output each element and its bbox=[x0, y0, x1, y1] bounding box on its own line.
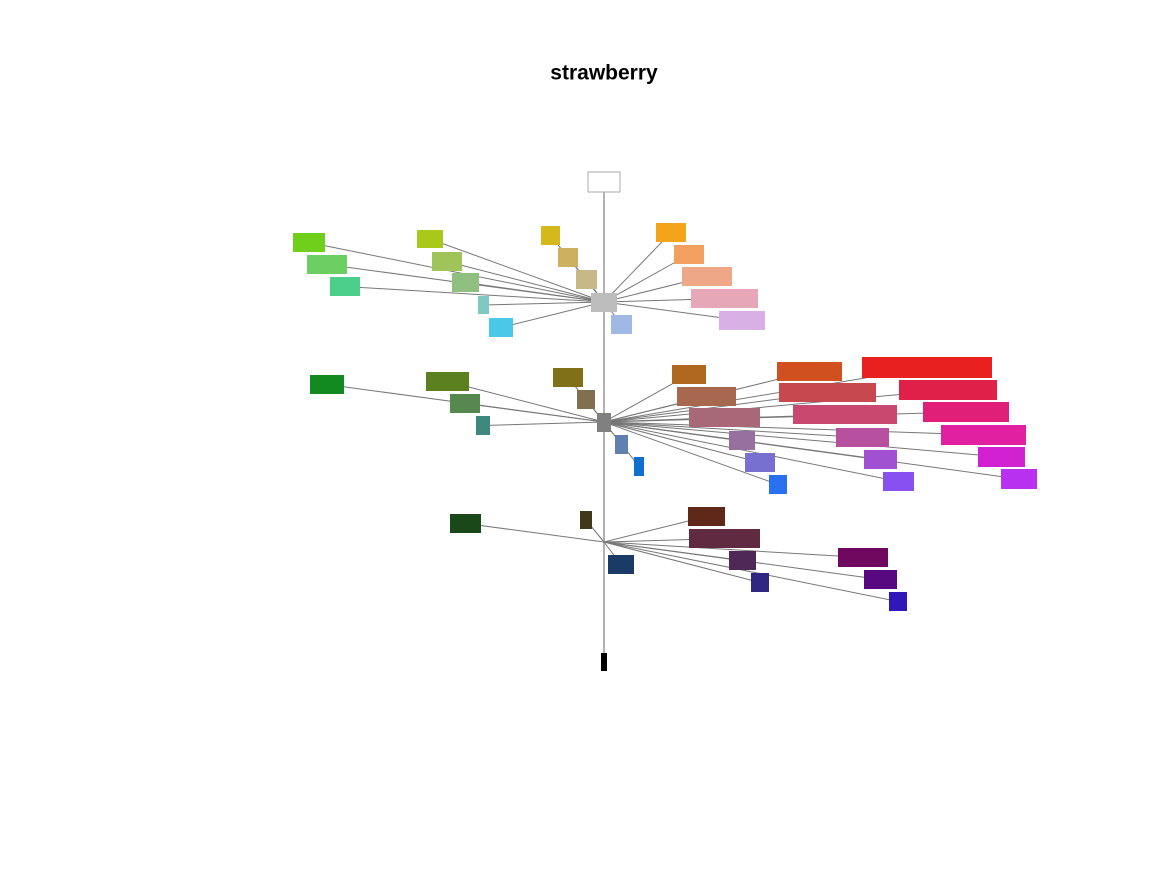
swatch bbox=[719, 311, 765, 330]
swatch bbox=[489, 318, 513, 337]
swatch bbox=[601, 653, 607, 671]
swatch bbox=[576, 270, 597, 289]
connector bbox=[603, 541, 864, 558]
swatch bbox=[450, 514, 481, 533]
swatch bbox=[691, 289, 758, 308]
swatch bbox=[476, 416, 490, 435]
swatch bbox=[558, 248, 578, 267]
swatch bbox=[677, 387, 736, 406]
swatch bbox=[883, 472, 914, 491]
swatch bbox=[779, 383, 876, 402]
swatch bbox=[688, 507, 725, 526]
group-top bbox=[293, 223, 765, 337]
swatch bbox=[307, 255, 347, 274]
swatch bbox=[426, 372, 469, 391]
swatch bbox=[899, 380, 997, 400]
connector bbox=[603, 232, 672, 303]
connector bbox=[603, 421, 863, 438]
connector bbox=[465, 523, 605, 543]
swatch bbox=[553, 368, 583, 387]
connector bbox=[308, 242, 605, 303]
swatch bbox=[478, 296, 489, 314]
connector bbox=[603, 421, 1002, 458]
connector bbox=[429, 238, 605, 303]
connector bbox=[464, 403, 605, 423]
swatch bbox=[672, 365, 706, 384]
connectors bbox=[308, 232, 1020, 602]
connector bbox=[603, 421, 899, 482]
swatch bbox=[923, 402, 1009, 422]
swatch bbox=[541, 226, 560, 245]
swatch bbox=[682, 267, 732, 286]
group-middle bbox=[310, 357, 1037, 494]
connector bbox=[482, 421, 605, 426]
swatch bbox=[597, 413, 611, 432]
swatch bbox=[838, 548, 888, 567]
connector bbox=[446, 261, 605, 303]
title: strawberry bbox=[550, 62, 658, 85]
swatch bbox=[864, 570, 897, 589]
swatch bbox=[634, 457, 644, 476]
swatch bbox=[941, 425, 1026, 445]
swatch bbox=[611, 315, 632, 334]
swatch bbox=[689, 408, 760, 427]
swatch bbox=[591, 293, 617, 312]
connector bbox=[344, 286, 605, 303]
swatch bbox=[674, 245, 704, 264]
swatch bbox=[310, 375, 344, 394]
swatch bbox=[580, 511, 592, 529]
connector bbox=[603, 411, 967, 423]
group-bottom bbox=[450, 507, 907, 611]
swatch bbox=[417, 230, 443, 248]
swatch bbox=[450, 394, 480, 413]
connector bbox=[465, 282, 605, 303]
swatch bbox=[978, 447, 1025, 467]
swatch bbox=[608, 555, 634, 574]
connector bbox=[603, 421, 779, 485]
swatch bbox=[864, 450, 897, 469]
swatch bbox=[836, 428, 889, 447]
swatch bbox=[587, 171, 621, 193]
swatches bbox=[293, 171, 1037, 671]
connector bbox=[603, 541, 761, 583]
swatch bbox=[729, 551, 756, 570]
swatch bbox=[615, 435, 628, 454]
connector bbox=[603, 541, 899, 602]
swatch bbox=[729, 431, 755, 450]
swatch bbox=[432, 252, 462, 271]
swatch bbox=[330, 277, 360, 296]
connector bbox=[603, 421, 1020, 480]
swatch bbox=[777, 362, 842, 381]
swatch bbox=[293, 233, 325, 252]
swatch bbox=[769, 475, 787, 494]
swatch bbox=[656, 223, 686, 242]
connector bbox=[603, 389, 949, 423]
connector bbox=[500, 301, 605, 328]
connector bbox=[483, 301, 605, 306]
connector bbox=[603, 421, 984, 436]
swatch bbox=[862, 357, 992, 378]
swatch bbox=[889, 592, 907, 611]
swatch bbox=[689, 529, 760, 548]
swatch bbox=[452, 273, 479, 292]
swatch bbox=[577, 390, 595, 409]
connector bbox=[603, 421, 761, 463]
swatch bbox=[751, 573, 769, 592]
connector bbox=[447, 381, 605, 423]
swatch bbox=[1001, 469, 1037, 489]
swatch bbox=[793, 405, 897, 424]
swatch bbox=[745, 453, 775, 472]
